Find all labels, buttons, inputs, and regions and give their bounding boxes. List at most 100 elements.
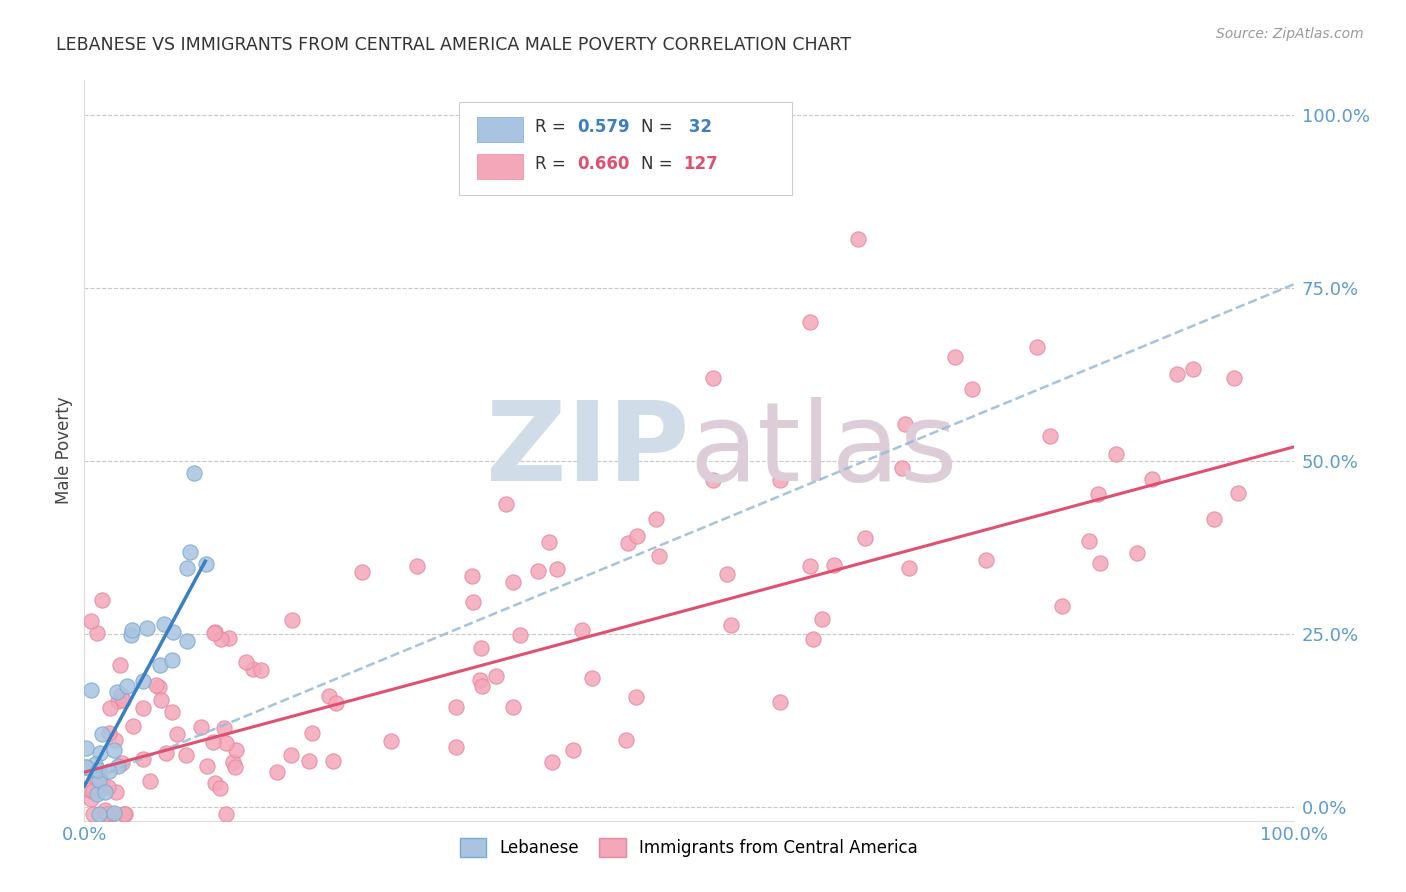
Point [1204,512,1226,526]
Point [853,531,876,545]
Point [444,739,467,754]
Point [468,673,491,687]
Point [100,806,122,821]
Point [461,569,484,583]
Point [322,754,344,768]
Point [1166,367,1188,381]
Point [471,679,494,693]
Point [485,669,508,683]
Point [75,740,97,755]
Point [108,657,131,672]
Point [132,673,155,688]
Point [581,671,603,685]
Point [94,803,117,817]
Point [103,805,125,820]
Point [616,535,638,549]
Point [112,806,135,821]
Point [446,700,468,714]
Point [960,382,983,396]
Point [195,557,218,571]
Point [281,613,304,627]
Point [145,677,167,691]
Point [495,497,517,511]
Point [204,776,226,790]
Point [149,693,172,707]
Text: ZIP: ZIP [485,397,689,504]
Point [1140,472,1163,486]
Point [898,561,921,575]
Point [1223,371,1246,385]
Point [110,688,132,702]
Point [201,735,224,749]
Point [94,785,117,799]
Point [801,632,824,647]
Point [82,806,104,821]
Point [103,743,125,757]
Point [91,593,114,607]
Point [648,549,671,564]
Point [645,512,668,526]
Point [242,661,264,675]
Point [87,763,110,777]
Point [352,565,374,579]
Point [176,633,198,648]
Point [1078,533,1101,548]
Point [301,725,323,739]
Point [562,743,585,757]
Point [94,806,117,821]
Point [160,653,183,667]
Point [107,685,129,699]
Point [84,756,107,771]
Point [97,764,120,779]
Point [139,773,162,788]
Point [702,473,724,487]
Point [190,720,212,734]
Point [1039,428,1062,442]
Point [202,626,225,640]
Point [162,705,184,719]
Point [221,755,243,769]
Point [218,632,240,646]
Point [893,417,915,431]
Text: N =: N = [641,118,678,136]
Point [121,624,143,638]
Point [716,567,738,582]
Point [215,806,238,821]
Point [215,736,238,750]
Point [502,700,524,714]
Point [183,466,205,480]
Point [209,781,232,796]
Legend: Lebanese, Immigrants from Central America: Lebanese, Immigrants from Central Americ… [453,831,925,864]
Point [1104,447,1126,461]
Point [280,747,302,762]
Point [89,746,111,760]
Point [571,624,593,638]
Point [86,772,108,787]
Point [1227,486,1250,500]
Text: R =: R = [536,155,571,173]
Text: 32: 32 [683,118,711,136]
Point [298,754,321,768]
Point [224,760,246,774]
Point [166,727,188,741]
Point [470,640,492,655]
Point [111,693,134,707]
Point [132,700,155,714]
Point [103,732,125,747]
Point [75,760,97,774]
Point [82,784,104,798]
Bar [478,153,523,178]
Point [974,552,997,566]
Text: 0.579: 0.579 [578,118,630,136]
Point [195,759,218,773]
Point [546,562,568,576]
FancyBboxPatch shape [460,103,792,195]
Point [799,559,821,574]
Point [86,787,108,801]
Point [148,658,170,673]
Point [120,628,142,642]
Point [89,773,111,788]
Point [799,315,821,329]
Point [502,575,524,590]
Point [318,690,340,704]
